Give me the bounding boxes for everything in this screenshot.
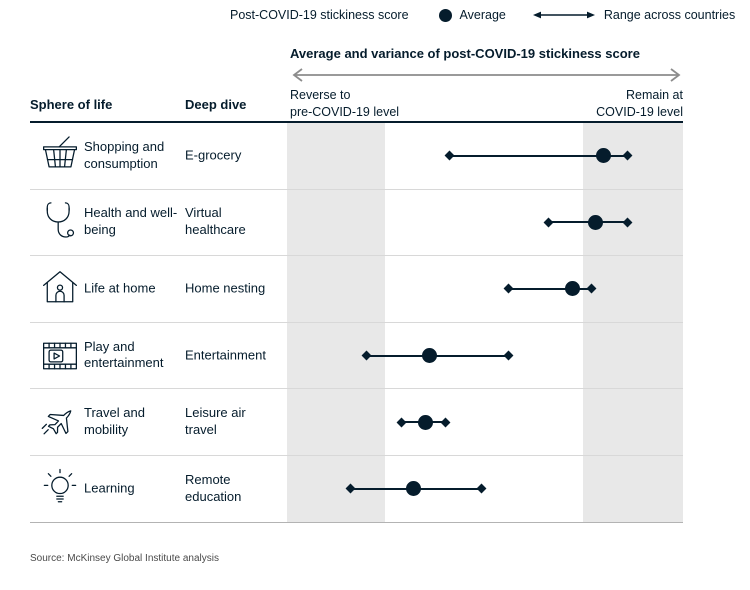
band-remain-zone (582, 123, 683, 523)
lightbulb-icon (40, 465, 80, 513)
stethoscope-icon (40, 198, 80, 246)
range-min-diamond (361, 350, 372, 361)
deep-dive-label: E-grocery (185, 147, 242, 163)
sphere-label: Shopping and consumption (84, 138, 165, 171)
legend-average-label: Average (459, 8, 506, 22)
chart-header: Average and variance of post-COVID-19 st… (290, 46, 683, 120)
house-person-icon (40, 265, 80, 313)
row-chart (287, 123, 683, 189)
table-row: Learning Remote education (30, 456, 683, 523)
table-row: Health and well-being Virtual healthcare (30, 190, 683, 257)
axis-double-arrow-icon (292, 68, 681, 82)
axis-labels: Reverse to pre-COVID-19 level Remain at … (290, 87, 683, 120)
sphere-label: Life at home (84, 280, 156, 296)
range-line (548, 221, 628, 224)
range-max-diamond (476, 483, 486, 494)
range-min-diamond (543, 217, 554, 228)
range-arrow-icon (532, 11, 595, 19)
row-chart (287, 389, 683, 455)
legend: Post-COVID-19 stickiness score Average R… (230, 6, 735, 24)
average-dot-icon (438, 8, 452, 22)
range-line (508, 287, 592, 290)
table-row: Life at home Home nesting (30, 256, 683, 323)
row-chart (287, 456, 683, 522)
shopping-basket-icon (40, 132, 80, 180)
range-min-diamond (345, 483, 356, 494)
source-note: Source: McKinsey Global Institute analys… (30, 553, 219, 564)
column-header-sphere: Sphere of life (30, 97, 113, 112)
range-max-diamond (586, 284, 597, 294)
average-dot (422, 348, 438, 364)
shaded-bands (287, 123, 683, 523)
column-header-deep-dive: Deep dive (185, 97, 247, 112)
range-max-diamond (622, 217, 633, 228)
range-min-diamond (503, 284, 514, 294)
sphere-label: Play and entertainment (84, 338, 164, 371)
average-dot (588, 214, 604, 230)
row-chart (287, 256, 683, 322)
deep-dive-label: Leisure air travel (185, 405, 246, 438)
sphere-label: Travel and mobility (84, 405, 145, 438)
average-dot (418, 414, 434, 430)
range-line (366, 354, 509, 357)
airplane-icon (40, 398, 80, 446)
deep-dive-label: Entertainment (185, 347, 266, 363)
deep-dive-label: Virtual healthcare (185, 205, 246, 238)
legend-score-label: Post-COVID-19 stickiness score (230, 8, 409, 22)
average-dot (564, 281, 580, 297)
range-min-diamond (396, 417, 407, 428)
table-row: Play and entertainment Entertainment (30, 323, 683, 390)
range-min-diamond (444, 150, 455, 161)
sphere-label: Learning (84, 480, 135, 496)
axis-label-left: Reverse to pre-COVID-19 level (290, 88, 400, 119)
table-row: Travel and mobility Leisure air travel (30, 389, 683, 456)
range-line (449, 154, 628, 157)
range-max-diamond (440, 417, 451, 428)
deep-dive-label: Home nesting (185, 280, 266, 296)
sphere-label: Health and well-being (84, 205, 178, 238)
legend-range-label: Range across countries (603, 8, 736, 22)
average-dot (406, 481, 422, 497)
range-max-diamond (622, 150, 633, 161)
range-max-diamond (503, 350, 514, 361)
header-rule (30, 121, 683, 123)
axis-label-right: Remain at COVID-19 level (596, 88, 683, 119)
row-chart (287, 190, 683, 256)
row-chart (287, 323, 683, 389)
table-rows: Shopping and consumption E-grocery Healt (30, 123, 683, 523)
film-play-icon (40, 332, 80, 380)
chart-title: Average and variance of post-COVID-19 st… (290, 46, 640, 61)
band-reverse-zone (287, 123, 385, 523)
average-dot (596, 148, 612, 164)
table-row: Shopping and consumption E-grocery (30, 123, 683, 190)
deep-dive-label: Remote education (185, 471, 242, 504)
